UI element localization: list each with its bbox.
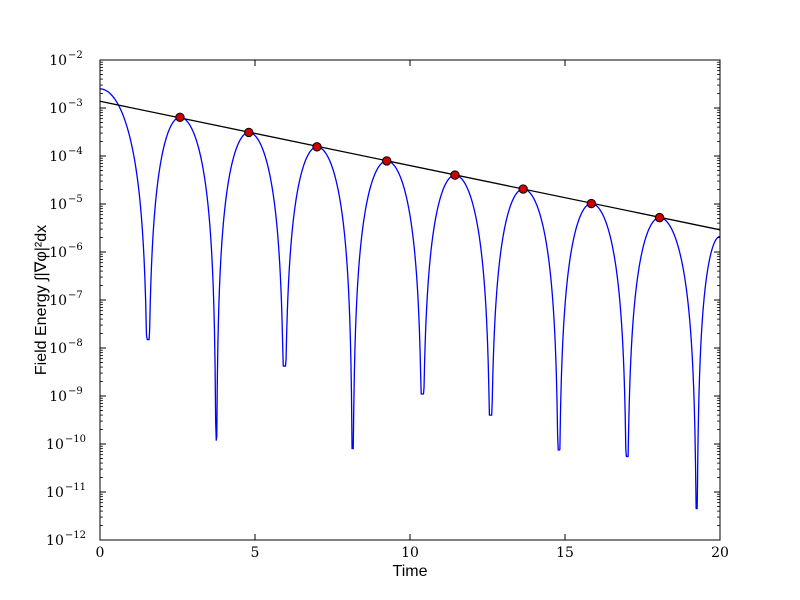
peak-marker-3 bbox=[312, 142, 322, 152]
peak-marker-8 bbox=[654, 212, 665, 223]
x-tick-label: 0 bbox=[96, 545, 105, 561]
axes-background bbox=[100, 60, 720, 540]
y-axis-label: Field Energy ∫|∇φ|²dx bbox=[33, 225, 50, 375]
peak-marker-6 bbox=[518, 184, 528, 194]
y-ticks-group: 10−210−310−410−510−610−710−810−910−1010−… bbox=[46, 50, 720, 549]
peak-markers-group bbox=[175, 112, 665, 223]
x-tick-label: 15 bbox=[556, 545, 574, 561]
peak-marker-5 bbox=[450, 170, 460, 180]
x-ticks-group: 0 5 10 15 20 bbox=[96, 60, 729, 561]
peak-marker-7 bbox=[586, 198, 597, 209]
x-axis-label: Time bbox=[393, 563, 428, 580]
plot-area: 0 5 10 15 20 10−210−310−410−510−610−710−810−… bbox=[46, 50, 729, 561]
x-tick-label: 20 bbox=[711, 545, 729, 561]
energy-curve bbox=[99, 88, 721, 510]
peak-marker-2 bbox=[244, 127, 254, 138]
peak-marker-4 bbox=[382, 156, 392, 166]
peak-marker-1 bbox=[175, 112, 185, 123]
fit-line-group bbox=[99, 100, 721, 231]
energy-curve-group bbox=[99, 88, 721, 510]
x-tick-label: 10 bbox=[401, 545, 419, 561]
x-tick-label: 5 bbox=[251, 545, 260, 561]
decay-fit-line bbox=[99, 100, 721, 231]
